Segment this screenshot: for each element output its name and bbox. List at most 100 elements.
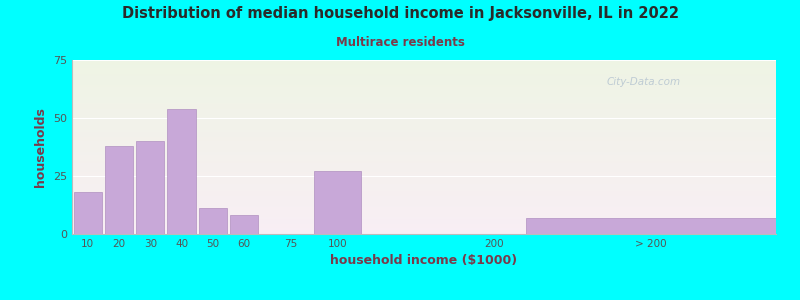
- Bar: [72, 89, 776, 90]
- Bar: [72, 203, 776, 204]
- Bar: [72, 80, 776, 81]
- Bar: [72, 159, 776, 160]
- Bar: [72, 90, 776, 91]
- Bar: [72, 211, 776, 212]
- Bar: [72, 226, 776, 227]
- Bar: [72, 147, 776, 148]
- Bar: [72, 199, 776, 200]
- Bar: [72, 184, 776, 185]
- Bar: [72, 166, 776, 167]
- Bar: [136, 141, 164, 234]
- Bar: [72, 195, 776, 196]
- Bar: [72, 155, 776, 156]
- Bar: [72, 224, 776, 225]
- Bar: [72, 144, 776, 145]
- Bar: [72, 223, 776, 224]
- Bar: [72, 103, 776, 104]
- Bar: [72, 109, 776, 110]
- Bar: [72, 130, 776, 131]
- Bar: [72, 145, 776, 146]
- Y-axis label: households: households: [34, 107, 47, 187]
- Bar: [72, 179, 776, 180]
- Bar: [72, 232, 776, 233]
- Bar: [72, 163, 776, 164]
- Bar: [72, 134, 776, 135]
- Bar: [72, 152, 776, 153]
- Bar: [72, 71, 776, 72]
- Bar: [72, 84, 776, 85]
- Bar: [72, 102, 776, 103]
- Bar: [72, 128, 776, 129]
- Bar: [72, 70, 776, 71]
- Bar: [72, 87, 776, 88]
- Bar: [72, 133, 776, 134]
- Bar: [72, 210, 776, 211]
- Bar: [72, 164, 776, 165]
- Bar: [72, 153, 776, 154]
- Bar: [72, 101, 776, 102]
- Bar: [72, 62, 776, 63]
- Bar: [72, 92, 776, 93]
- Bar: [72, 107, 776, 108]
- Bar: [72, 182, 776, 183]
- Bar: [72, 176, 776, 177]
- Bar: [72, 129, 776, 130]
- Bar: [72, 121, 776, 122]
- Bar: [72, 215, 776, 216]
- Bar: [72, 114, 776, 115]
- Bar: [72, 198, 776, 199]
- Bar: [72, 156, 776, 157]
- Bar: [72, 202, 776, 203]
- Bar: [72, 148, 776, 149]
- Bar: [72, 162, 776, 163]
- Bar: [72, 219, 776, 220]
- Bar: [72, 110, 776, 111]
- Bar: [72, 197, 776, 198]
- Bar: [72, 194, 776, 195]
- Bar: [72, 220, 776, 221]
- Bar: [72, 93, 776, 94]
- Bar: [72, 204, 776, 205]
- Bar: [72, 180, 776, 181]
- Bar: [72, 115, 776, 116]
- Bar: [72, 157, 776, 158]
- Bar: [72, 216, 776, 217]
- Bar: [72, 158, 776, 159]
- Bar: [72, 126, 776, 127]
- Bar: [72, 165, 776, 166]
- Bar: [72, 142, 776, 143]
- Bar: [72, 66, 776, 67]
- Bar: [72, 72, 776, 73]
- Bar: [72, 88, 776, 89]
- Bar: [72, 99, 776, 100]
- Bar: [230, 215, 258, 234]
- Bar: [72, 124, 776, 125]
- Bar: [72, 188, 776, 189]
- Bar: [72, 125, 776, 126]
- Bar: [72, 190, 776, 191]
- Bar: [72, 108, 776, 109]
- Bar: [72, 60, 776, 61]
- Bar: [72, 207, 776, 208]
- Bar: [167, 109, 195, 234]
- Bar: [72, 169, 776, 170]
- Bar: [72, 160, 776, 161]
- Bar: [72, 186, 776, 187]
- Bar: [72, 127, 776, 128]
- Bar: [72, 214, 776, 215]
- Bar: [72, 146, 776, 147]
- Bar: [72, 85, 776, 86]
- Bar: [72, 86, 776, 87]
- Bar: [72, 209, 776, 210]
- Bar: [72, 74, 776, 75]
- Bar: [198, 208, 227, 234]
- Bar: [72, 228, 776, 229]
- Bar: [72, 183, 776, 184]
- Bar: [72, 118, 776, 119]
- Text: Distribution of median household income in Jacksonville, IL in 2022: Distribution of median household income …: [122, 6, 678, 21]
- Bar: [72, 122, 776, 123]
- Bar: [72, 97, 776, 98]
- Bar: [72, 218, 776, 219]
- Bar: [314, 171, 362, 234]
- Bar: [72, 174, 776, 175]
